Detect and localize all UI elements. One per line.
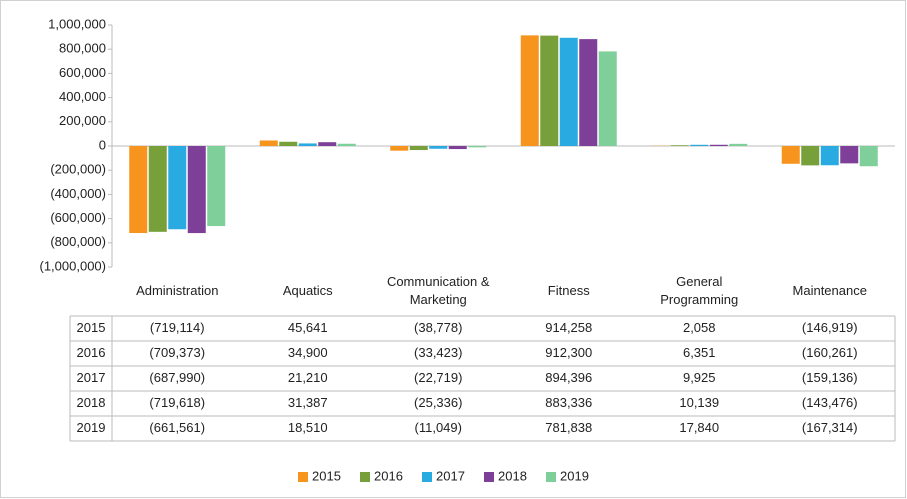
x-tick-label: Administration [136,283,219,298]
table-cell: (38,778) [414,320,462,335]
y-tick-label: (600,000) [50,210,106,225]
bar [148,146,167,232]
table-cell: 17,840 [679,420,719,435]
x-tick-label: Aquatics [282,283,333,298]
bar [579,39,598,146]
bar [279,141,298,146]
y-tick-label: (800,000) [50,234,106,249]
table-cell: 2,058 [683,320,716,335]
table-cell: (146,919) [802,320,858,335]
bar [337,143,356,146]
table-cell: 34,900 [288,345,328,360]
table-cell: 45,641 [288,320,328,335]
y-tick-label: (400,000) [50,186,106,201]
bar [409,146,428,151]
bar [448,146,467,150]
table-row-label: 2018 [77,395,106,410]
bar [168,146,187,230]
table-cell: 894,396 [545,370,592,385]
table-cell: 781,838 [545,420,592,435]
bar [859,146,878,167]
legend-label: 2019 [560,468,589,483]
table-cell: (33,423) [414,345,462,360]
legend-swatch [546,472,556,482]
legend-swatch [422,472,432,482]
legend-label: 2017 [436,468,465,483]
y-tick-label: 400,000 [59,89,106,104]
bar [129,146,148,234]
table-cell: 6,351 [683,345,716,360]
table-cell: (159,136) [802,370,858,385]
table-row-label: 2017 [77,370,106,385]
table-cell: 10,139 [679,395,719,410]
legend-swatch [484,472,494,482]
bar [729,143,748,146]
table-cell: 21,210 [288,370,328,385]
bar [540,35,559,147]
table-cell: 883,336 [545,395,592,410]
y-tick-label: 800,000 [59,41,106,56]
table-cell: (25,336) [414,395,462,410]
legend-swatch [360,472,370,482]
bar [259,140,278,146]
bar [690,144,709,146]
legend-label: 2016 [374,468,403,483]
y-tick-label: 1,000,000 [48,16,106,31]
table-cell: (687,990) [149,370,205,385]
bar [670,145,689,146]
table-cell: (167,314) [802,420,858,435]
x-tick-label: Maintenance [792,283,867,298]
legend-swatch [298,472,308,482]
table-cell: (143,476) [802,395,858,410]
bar [520,35,539,146]
table-cell: (661,561) [149,420,205,435]
table-cell: 912,300 [545,345,592,360]
bar [598,51,617,147]
y-tick-label: 200,000 [59,113,106,128]
bar [298,143,317,146]
x-tick-label: Fitness [547,283,590,298]
table-cell: 18,510 [288,420,328,435]
bar [820,146,839,166]
x-tick-label: Communication & Marketing [386,274,490,307]
y-tick-label: 0 [99,137,106,152]
legend-label: 2015 [312,468,341,483]
table-cell: 31,387 [288,395,328,410]
y-tick-label: 600,000 [59,65,106,80]
table-cell: (709,373) [149,345,205,360]
bar [207,146,226,227]
table-row-label: 2019 [77,420,106,435]
table-cell: 9,925 [683,370,716,385]
bar [390,146,409,151]
y-tick-label: (200,000) [50,162,106,177]
x-tick-label: General Programming [660,274,739,307]
table-row-label: 2016 [77,345,106,360]
bar [187,146,206,234]
table-cell: (719,114) [150,320,205,335]
y-tick-label: (1,000,000) [40,258,107,273]
bar [559,37,578,146]
table-cell: (719,618) [149,395,205,410]
table-cell: 914,258 [545,320,592,335]
table-cell: (22,719) [414,370,462,385]
bar [318,142,337,146]
legend-label: 2018 [498,468,527,483]
bar [709,144,728,146]
bar [801,146,820,166]
table-cell: (11,049) [415,420,462,435]
table-cell: (160,261) [802,345,858,360]
bar [781,146,800,164]
bar [429,146,448,149]
bar [468,146,487,148]
bar [840,146,859,164]
table-row-label: 2015 [77,320,106,335]
